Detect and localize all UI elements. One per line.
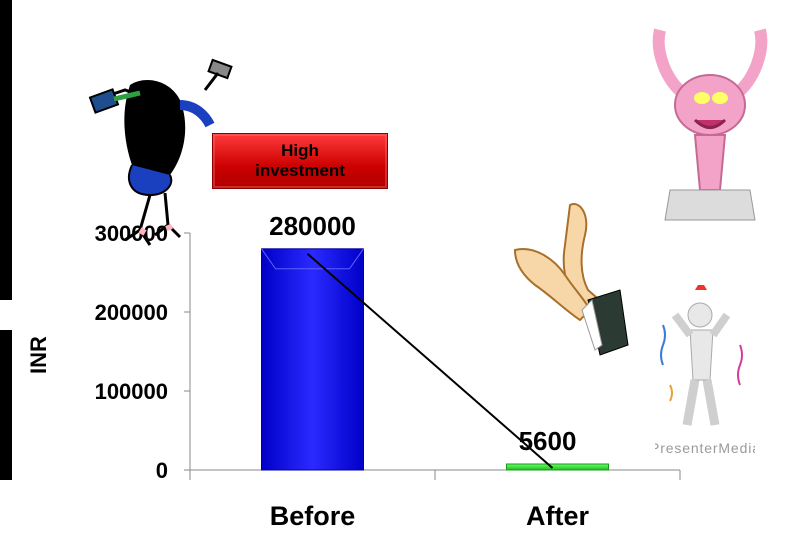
ostrich-with-hammer-clipart xyxy=(88,58,233,246)
y-tick-label: 200000 xyxy=(95,300,168,325)
bar-after xyxy=(506,463,609,471)
data-label: 5600 xyxy=(519,426,577,456)
bar-before xyxy=(261,248,364,471)
high-investment-callout: High investment xyxy=(212,133,388,189)
bar-bevel xyxy=(261,248,364,270)
x-category-label: After xyxy=(526,501,589,531)
x-category-label: Before xyxy=(270,501,356,531)
party-figure-clipart: PresenterMedia xyxy=(655,285,755,456)
left-border-strip xyxy=(0,0,12,541)
svg-text:PresenterMedia: PresenterMedia xyxy=(655,440,755,456)
clapping-hands-clipart xyxy=(513,203,629,356)
data-label: 280000 xyxy=(269,211,356,241)
pink-panther-clipart xyxy=(652,28,768,221)
trend-line xyxy=(306,253,554,469)
y-tick-label: 100000 xyxy=(95,379,168,404)
y-tick-label: 0 xyxy=(156,458,168,483)
y-axis-title: INR xyxy=(26,336,51,374)
callout-text: High investment xyxy=(255,141,345,180)
